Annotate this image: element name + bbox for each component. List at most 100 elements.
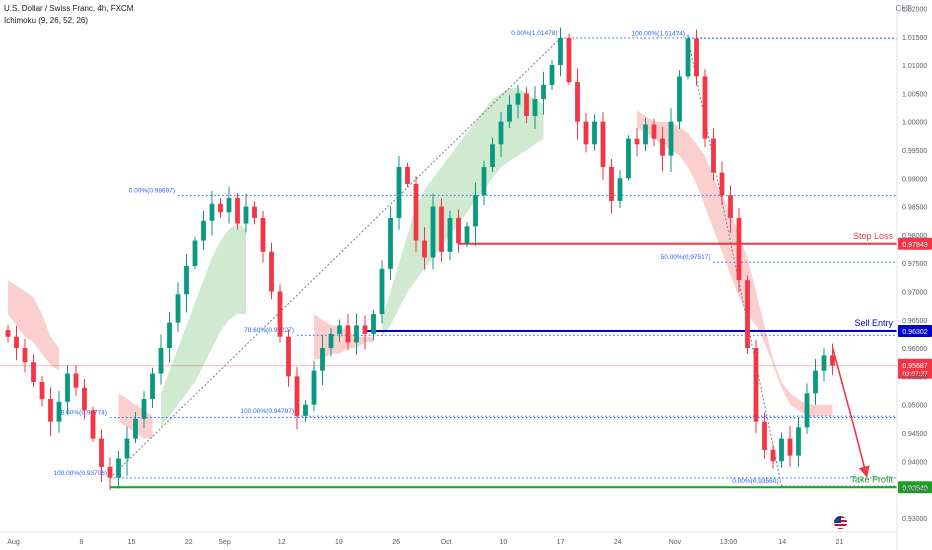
candle-body-51: [439, 206, 444, 252]
candle-61: [524, 87, 529, 124]
candle-body-2: [22, 348, 28, 363]
x-tick-label-7: 26: [392, 539, 400, 546]
candle-body-95: [813, 370, 818, 394]
x-tick-label-5: 12: [278, 539, 286, 546]
candle-78: [668, 108, 674, 172]
candle-body-3: [31, 362, 36, 383]
candle-body-15: [133, 418, 138, 439]
y-tick-label-6: 0.99000: [902, 176, 927, 183]
x-tick-label-14: 14: [778, 539, 786, 546]
candle-17: [150, 367, 155, 408]
candle-body-43: [371, 314, 376, 334]
candle-body-65: [558, 37, 563, 66]
candle-body-55: [473, 195, 478, 227]
candle-86: [736, 208, 742, 292]
candle-21: [184, 253, 189, 313]
candle-33: [286, 329, 291, 387]
projection-arrow: [831, 347, 870, 478]
x-tick-label-15: 21: [836, 539, 844, 546]
y-tick-label-18: 0.93000: [902, 516, 927, 523]
candle-1: [14, 325, 19, 361]
x-tick-label-11: 24: [614, 539, 622, 546]
candle-body-12: [107, 466, 113, 478]
candle-77: [660, 126, 665, 172]
x-tick-label-1: 8: [80, 539, 84, 546]
candle-8: [73, 364, 79, 396]
y-tick-label-7: 0.98500: [902, 205, 927, 212]
candle-69: [592, 114, 597, 151]
fib-level-label-5: 78.60%(0.94774): [57, 409, 107, 416]
candle-body-63: [541, 84, 546, 100]
candle-body-86: [736, 217, 742, 281]
candle-25: [218, 198, 223, 218]
candle-72: [617, 170, 623, 208]
y-tick-label-5: 0.99500: [902, 148, 927, 155]
candle-body-92: [787, 438, 793, 456]
candle-24: [209, 190, 215, 236]
x-tick-label-13: 13:00: [720, 539, 738, 546]
candle-73: [626, 135, 631, 181]
candle-94: [804, 383, 810, 434]
candle-body-32: [277, 291, 283, 337]
candle-body-82: [702, 76, 708, 139]
y-tick-label-12: 0.96000: [902, 346, 927, 353]
candle-19: [167, 311, 172, 363]
us-flag-icon[interactable]: [834, 516, 847, 529]
x-tick-label-9: 10: [499, 539, 507, 546]
candle-26: [226, 186, 232, 224]
candle-body-61: [524, 93, 529, 117]
candle-body-57: [490, 144, 495, 167]
candle-body-18: [158, 348, 164, 374]
ichimoku-cloud-bull-4: [382, 87, 544, 337]
candle-53: [456, 209, 461, 253]
candle-body-52: [447, 217, 453, 252]
fib-level-label-7: 100.00%(0.93706): [54, 470, 108, 477]
candle-75: [643, 117, 648, 151]
candle-16: [141, 391, 147, 429]
y-tick-label-2: 1.01000: [902, 63, 927, 70]
candle-body-46: [396, 166, 402, 218]
y-tick-label-10: 0.97000: [902, 289, 927, 296]
candle-74: [634, 127, 640, 157]
x-tick-label-12: Nov: [669, 539, 682, 546]
sell_entry-price-value: 0.96302: [902, 329, 927, 336]
current-price-tag: [898, 358, 932, 379]
candle-body-87: [745, 280, 750, 349]
y-tick-label-15: 0.94500: [902, 431, 927, 438]
candle-body-78: [668, 121, 674, 156]
candle-body-8: [73, 373, 79, 388]
candle-body-39: [337, 325, 342, 334]
candle-body-29: [252, 206, 257, 218]
take_profit-price-value: 0.93540: [902, 485, 927, 492]
y-tick-label-13: 0.95500: [902, 374, 927, 381]
fib-level-label-2: 0.00%(0.98697): [129, 187, 175, 194]
candle-12: [107, 457, 113, 491]
candle-52: [447, 210, 453, 261]
candle-body-81: [694, 38, 699, 77]
candle-47: [405, 162, 410, 187]
candle-91: [779, 432, 784, 468]
candle-body-19: [167, 322, 172, 349]
candle-68: [583, 112, 589, 153]
candle-body-38: [328, 333, 334, 349]
candle-79: [677, 70, 682, 130]
candle-body-44: [379, 268, 385, 315]
stop_loss-price-value: 0.97843: [902, 242, 927, 249]
candle-18: [158, 334, 164, 385]
x-tick-label-6: 19: [335, 539, 343, 546]
candle-48: [413, 176, 419, 253]
candle-3: [31, 354, 36, 387]
stop_loss-label: Stop Loss: [853, 231, 894, 241]
candle-0: [5, 324, 11, 343]
candle-76: [651, 118, 657, 147]
candle-58: [498, 112, 504, 157]
candle-92: [787, 425, 793, 467]
candle-body-48: [413, 183, 419, 241]
candle-45: [388, 206, 393, 280]
fib-level-label-4: 78.60%(0.96227): [244, 327, 294, 334]
candle-body-79: [677, 76, 682, 122]
candle-20: [175, 282, 181, 332]
candle-63: [541, 71, 546, 115]
candle-body-7: [65, 373, 70, 402]
